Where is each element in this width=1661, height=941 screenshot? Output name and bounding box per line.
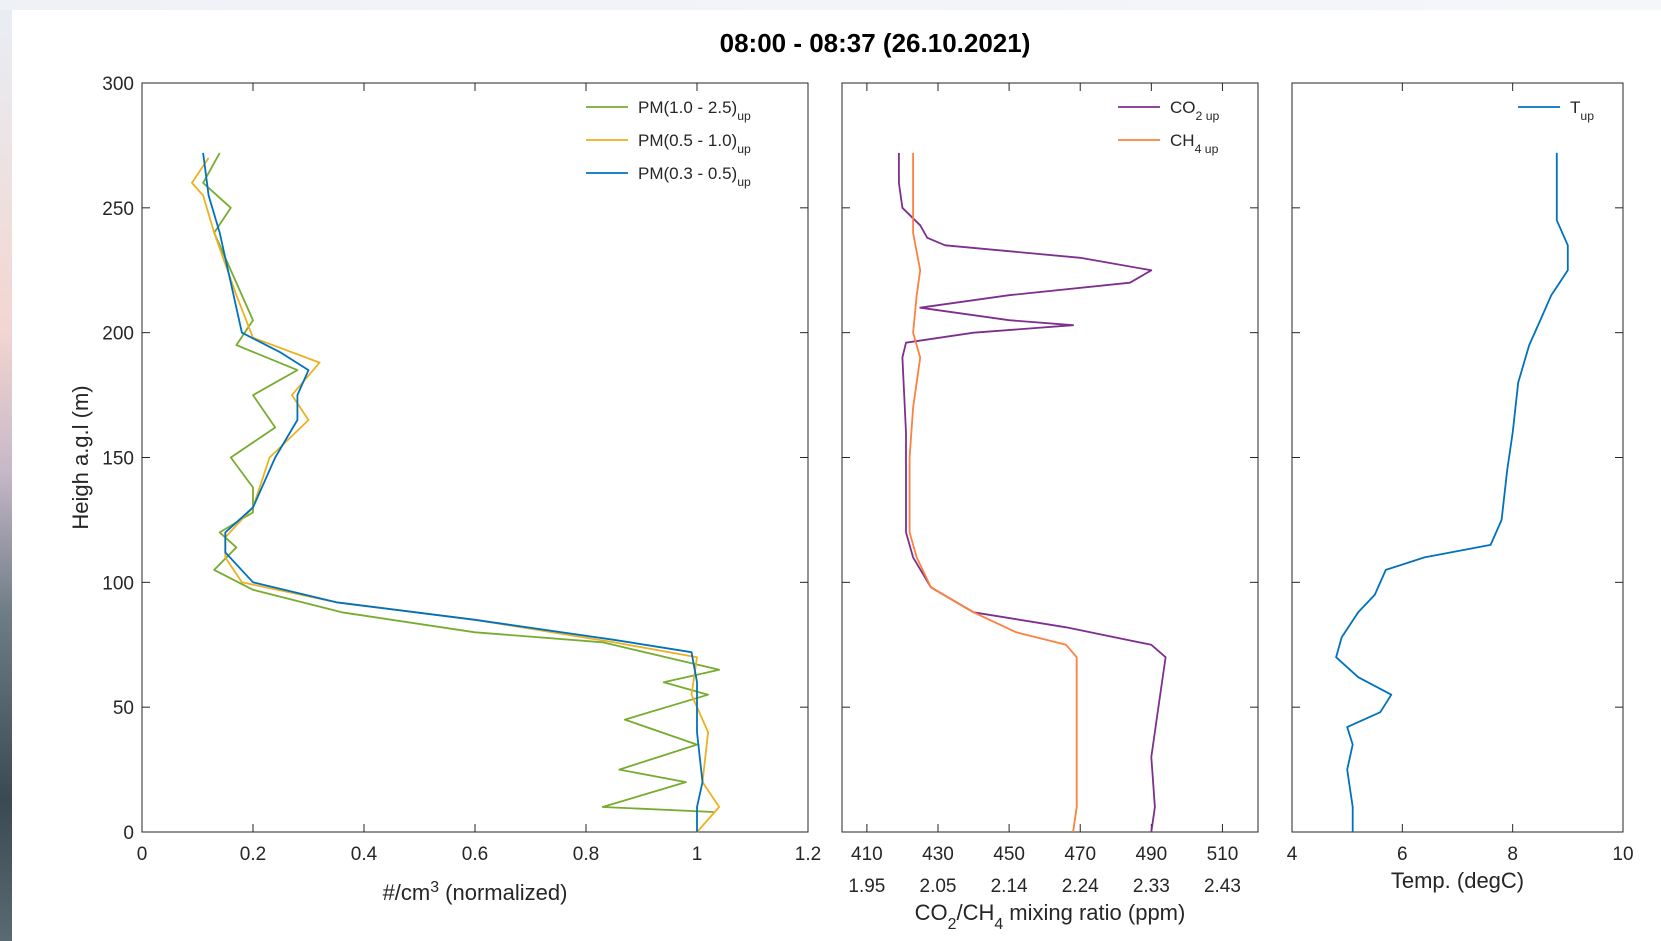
axes-frame	[841, 82, 1259, 833]
x-tick-label: 0.4	[351, 844, 378, 865]
x-tick-label: 6	[1397, 844, 1408, 865]
x-axis-label: #/cm3 (normalized)	[383, 879, 568, 906]
legend-label: PM(1.0 - 2.5)up	[638, 98, 751, 123]
x-tick-label: 0.2	[240, 844, 266, 865]
x-tick-label-ch4: 2.24	[1062, 876, 1099, 897]
axes-frame	[141, 82, 809, 833]
x-tick-label-ch4: 1.95	[848, 876, 885, 897]
x-tick-label: 10	[1612, 844, 1633, 865]
x-tick-label-co2: 410	[851, 844, 883, 865]
legend-label: Tup	[1570, 98, 1594, 123]
x-tick-label-co2: 490	[1135, 844, 1167, 865]
x-tick-label: 0.6	[462, 844, 488, 865]
figure-title: 08:00 - 08:37 (26.10.2021)	[720, 28, 1031, 58]
x-tick-label: 8	[1507, 844, 1518, 865]
background-strip	[0, 0, 12, 941]
x-tick-label: 1.2	[795, 844, 821, 865]
y-axis-label: Heigh a.g.l (m)	[68, 385, 93, 529]
x-tick-label-ch4: 2.05	[920, 876, 957, 897]
series-line	[1335, 152, 1569, 832]
series-line	[202, 152, 721, 813]
x-tick-label: 0	[137, 844, 148, 865]
y-tick-label: 250	[102, 199, 134, 220]
series-line	[898, 152, 1167, 833]
legend-label: PM(0.5 - 1.0)up	[638, 131, 751, 156]
y-tick-label: 0	[123, 823, 134, 844]
legend-label: CH4 up	[1170, 131, 1219, 156]
x-tick-label: 1	[692, 844, 703, 865]
x-tick-label-ch4: 2.14	[991, 876, 1028, 897]
x-tick-label-co2: 470	[1064, 844, 1096, 865]
x-axis-label: CO2/CH4 mixing ratio (ppm)	[915, 900, 1186, 933]
x-tick-label: 0.8	[573, 844, 599, 865]
legend-label: PM(0.3 - 0.5)up	[638, 164, 751, 189]
legend-label: CO2 up	[1170, 98, 1220, 123]
series-line	[908, 152, 1078, 833]
panel-particles: 0 50 100 150 200 250 300 Heigh a.g.l (m) 0 0.2 0.4…	[68, 74, 821, 905]
x-tick-label-co2: 430	[922, 844, 954, 865]
x-tick-label-ch4: 2.33	[1133, 876, 1170, 897]
x-tick-label: 4	[1287, 844, 1298, 865]
series-line	[202, 152, 704, 832]
y-tick-label: 50	[113, 698, 134, 719]
background-top-strip	[0, 0, 1661, 10]
panel-co2-ch4: 410 1.95 430 2.05 450 2.14 470 2.24 490 2.33 510 2.…	[841, 82, 1259, 933]
panel-temperature: 4 6 8 10 Temp. (degC) Tup	[1287, 82, 1634, 893]
x-tick-label-ch4: 2.43	[1204, 876, 1241, 897]
y-tick-label: 300	[102, 74, 134, 95]
y-tick-label: 100	[102, 573, 134, 594]
y-tick-label: 150	[102, 449, 134, 470]
y-tick-label: 200	[102, 324, 134, 345]
x-tick-label-co2: 450	[993, 844, 1025, 865]
x-axis-label: Temp. (degC)	[1391, 868, 1524, 893]
axes-frame	[1291, 82, 1624, 833]
x-tick-label-co2: 510	[1207, 844, 1239, 865]
